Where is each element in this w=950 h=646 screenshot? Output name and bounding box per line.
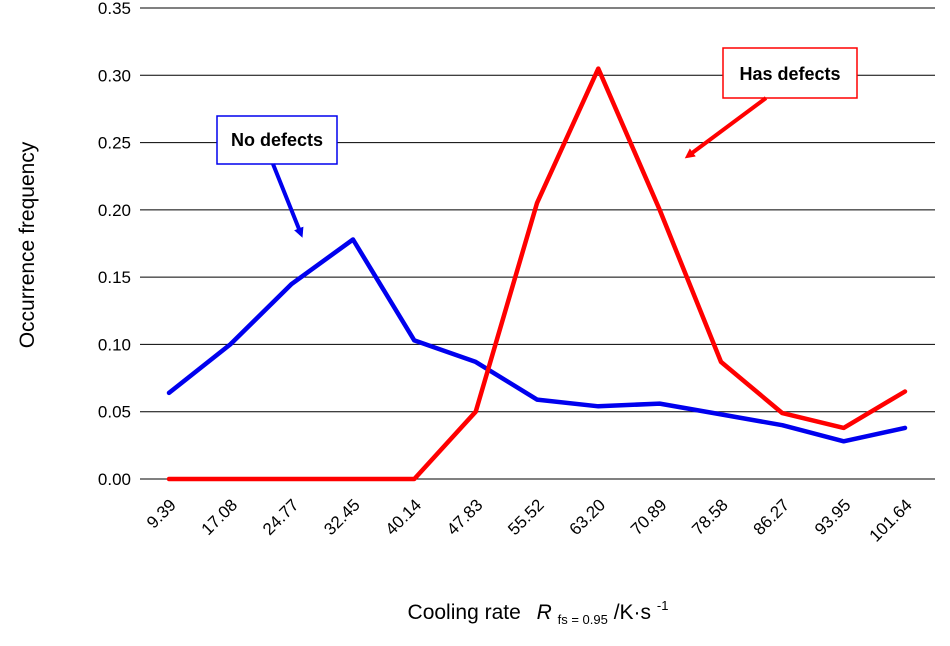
x-tick-label: 63.20: [566, 495, 610, 539]
y-tick-label: 0.00: [98, 470, 131, 489]
y-tick-label: 0.35: [98, 0, 131, 18]
callout-no-defects-box: [216, 115, 338, 165]
x-axis-title-subscript: fs = 0.95: [558, 612, 608, 627]
series-lines: [166, 66, 908, 482]
x-axis-title-unit: /K·s: [614, 601, 651, 624]
x-tick-label: 47.83: [443, 495, 487, 539]
x-tick-label: 40.14: [382, 495, 426, 539]
series-line-no-defects: [166, 237, 908, 444]
callout-no-defects-arrow: [271, 163, 304, 238]
x-axis-title-exponent: -1: [657, 598, 669, 613]
y-axis-title: Occurrence frequency: [16, 141, 39, 348]
callout-has-defects-box: [722, 47, 858, 99]
callout-no-defects: No defects: [216, 115, 338, 238]
x-axis-title-prefix: Cooling rate: [408, 601, 521, 624]
x-tick-label: 70.89: [627, 495, 671, 539]
x-tick-label: 9.39: [143, 495, 180, 532]
x-tick-label: 55.52: [504, 495, 548, 539]
y-tick-label: 0.25: [98, 134, 131, 153]
y-tick-label: 0.05: [98, 403, 131, 422]
x-axis-title-symbol: R: [537, 601, 552, 624]
x-tick-label: 86.27: [750, 495, 794, 539]
callout-has-defects-arrow: [684, 96, 768, 159]
y-tick-label: 0.15: [98, 268, 131, 287]
y-tick-label: 0.20: [98, 201, 131, 220]
callout-no-defects-label: No defects: [231, 130, 323, 150]
y-tick-label: 0.10: [98, 335, 131, 354]
y-tick-label: 0.30: [98, 66, 131, 85]
series-line-has-defects: [166, 66, 908, 482]
x-tick-label: 17.08: [198, 495, 242, 539]
callout-has-defects-label: Has defects: [739, 64, 840, 84]
y-axis-ticks: 0.00 0.05 0.10 0.15 0.20 0.25 0.30 0.35: [98, 0, 131, 489]
x-tick-label: 93.95: [811, 495, 855, 539]
x-tick-label: 78.58: [688, 495, 732, 539]
x-axis-ticks: 9.39 17.08 24.77 32.45 40.14 47.83 55.52 63.20 7…: [143, 495, 916, 545]
callout-has-defects: Has defects: [684, 47, 858, 159]
x-tick-label: 24.77: [259, 495, 303, 539]
x-tick-label: 32.45: [320, 495, 364, 539]
x-tick-label: 101.64: [866, 495, 916, 545]
x-axis-title: Cooling rate R fs = 0.95 /K·s -1: [408, 598, 669, 629]
